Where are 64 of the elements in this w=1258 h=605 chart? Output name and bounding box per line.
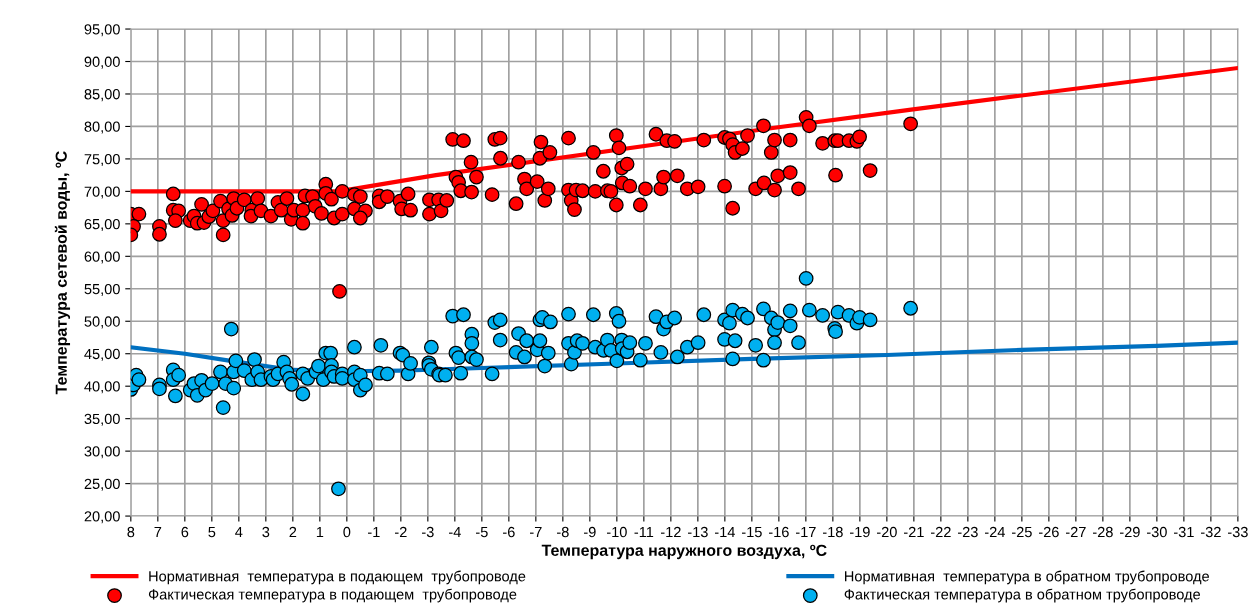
x-tick-label: -14 (714, 527, 735, 538)
x-tick-label: -16 (768, 526, 789, 538)
x-tick-label: 6 (181, 526, 189, 538)
y-tick-label: 95,00 (84, 24, 120, 37)
x-tick-label: -5 (476, 527, 488, 538)
x-tick-label: -21 (903, 526, 924, 538)
y-tick-label: 35,00 (84, 413, 120, 426)
x-tick-label: -27 (1065, 526, 1086, 538)
y-tick-label: 45,00 (84, 348, 120, 361)
x-tick-label: 5 (208, 527, 216, 538)
y-tick-label: 55,00 (84, 283, 120, 296)
y-tick-label: 70,00 (84, 186, 120, 199)
x-tick-label: -24 (984, 526, 1005, 538)
x-tick-label: -13 (687, 526, 708, 538)
x-tick-label: -7 (530, 527, 542, 538)
y-tick-label: 40,00 (84, 381, 120, 394)
x-tick-label: -4 (449, 527, 461, 538)
y-tick-label: 25,00 (84, 478, 120, 491)
x-tick-label: -20 (876, 526, 897, 538)
y-axis-title: Температура сетевой воды, ºС (54, 151, 71, 395)
legend-label: Фактическая температура в обратном трубопроводе (844, 588, 1201, 603)
legend-label: Нормативная температура в подающем трубопроводе (149, 570, 526, 585)
x-tick-label: -9 (584, 526, 596, 538)
x-tick-label: -30 (1146, 526, 1167, 538)
x-tick-label: -11 (634, 527, 654, 538)
x-tick-label: -3 (422, 526, 434, 538)
x-tick-label: -19 (849, 526, 870, 538)
x-tick-label: -22 (930, 526, 951, 538)
x-tick-label: -29 (1119, 526, 1140, 538)
x-tick-label: 7 (154, 527, 162, 538)
x-tick-label: -28 (1092, 526, 1113, 538)
x-tick-label: -2 (395, 526, 407, 538)
x-tick-label: 8 (127, 526, 135, 538)
x-tick-label: 3 (262, 526, 270, 538)
x-tick-label: -33 (1227, 526, 1248, 538)
y-tick-label: 90,00 (84, 56, 120, 69)
legend-label: Нормативная температура в обратном трубопроводе (845, 570, 1209, 585)
y-tick-label: 75,00 (84, 154, 120, 167)
y-tick-label: 30,00 (84, 446, 120, 459)
y-tick-label: 85,00 (84, 89, 120, 102)
x-tick-label: -6 (503, 526, 515, 538)
x-axis-title: Температура наружного воздуха, ºС (541, 544, 827, 560)
y-tick-label: 50,00 (84, 316, 120, 329)
x-tick-label: -15 (741, 527, 762, 538)
y-tick-label: 80,00 (84, 121, 120, 134)
x-tick-label: -10 (606, 526, 627, 538)
x-tick-label: -23 (957, 526, 978, 538)
x-tick-label: 4 (235, 527, 243, 538)
x-tick-label: -1 (368, 527, 380, 538)
x-tick-label: 0 (343, 526, 351, 538)
x-tick-label: 1 (316, 527, 324, 538)
x-tick-label: -26 (1038, 526, 1059, 538)
x-tick-label: -12 (660, 526, 681, 538)
y-tick-label: 65,00 (84, 218, 120, 231)
x-tick-label: 2 (289, 526, 297, 538)
x-tick-label: -18 (822, 526, 843, 538)
x-tick-label: -31 (1173, 526, 1194, 538)
x-tick-label: -25 (1011, 526, 1032, 538)
y-tick-label: 60,00 (84, 251, 120, 264)
x-tick-label: -17 (795, 527, 816, 538)
x-tick-label: -32 (1200, 526, 1221, 538)
legend-label: Фактическая температура в подающем трубопроводе (148, 588, 517, 603)
x-tick-label: -8 (557, 526, 569, 538)
y-tick-label: 20,00 (84, 511, 120, 524)
